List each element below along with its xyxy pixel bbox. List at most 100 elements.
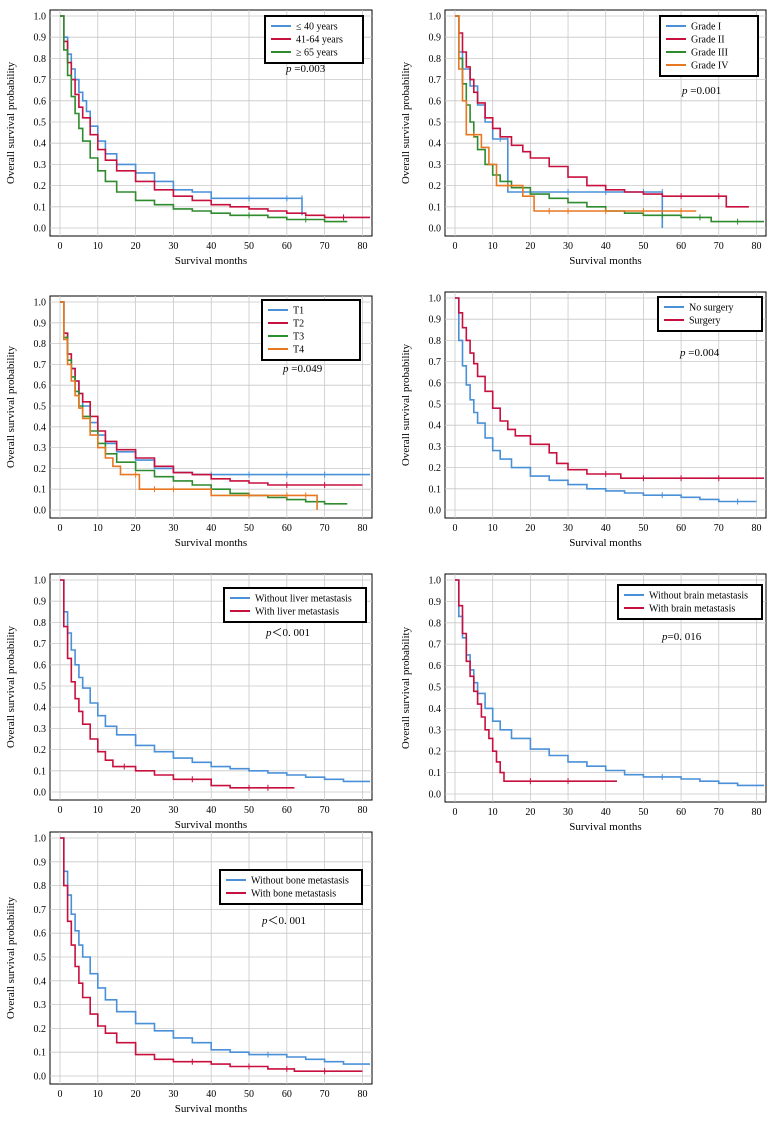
x-tick-label: 30 bbox=[563, 241, 573, 252]
y-tick-label: 0.9 bbox=[429, 315, 442, 326]
x-tick-label: 20 bbox=[131, 523, 141, 534]
y-tick-label: 0.4 bbox=[34, 422, 47, 433]
y-tick-label: 0.5 bbox=[34, 682, 47, 693]
x-tick-label: 30 bbox=[563, 523, 573, 534]
y-tick-label: 0.3 bbox=[429, 160, 442, 171]
x-tick-label: 50 bbox=[638, 807, 648, 818]
legend-box bbox=[657, 296, 763, 332]
y-axis-title: Overall survival probability bbox=[400, 61, 412, 184]
y-tick-label: 0.5 bbox=[429, 400, 442, 411]
x-tick-label: 10 bbox=[93, 523, 103, 534]
x-tick-label: 50 bbox=[638, 241, 648, 252]
y-tick-label: 0.4 bbox=[429, 421, 442, 432]
y-tick-label: 1.0 bbox=[34, 12, 47, 23]
y-tick-label: 0.4 bbox=[429, 704, 442, 715]
y-tick-label: 0.8 bbox=[429, 336, 442, 347]
legend-label: 41-64 years bbox=[296, 35, 343, 46]
km-curve-2 bbox=[60, 837, 363, 1072]
x-tick-label: 50 bbox=[244, 805, 254, 816]
y-tick-label: 1.0 bbox=[429, 294, 442, 305]
y-tick-label: 1.0 bbox=[34, 834, 47, 845]
y-tick-label: 0.1 bbox=[429, 484, 442, 495]
x-tick-label: 60 bbox=[282, 523, 292, 534]
y-tick-label: 0.1 bbox=[429, 768, 442, 779]
x-tick-label: 80 bbox=[357, 1089, 367, 1100]
legend-label: Grade I bbox=[691, 22, 721, 33]
y-tick-label: 0.7 bbox=[34, 75, 47, 86]
legend-label: Grade II bbox=[691, 35, 725, 46]
x-tick-label: 80 bbox=[357, 523, 367, 534]
y-tick-label: 1.0 bbox=[34, 298, 47, 309]
y-tick-label: 0.5 bbox=[34, 118, 47, 129]
y-tick-label: 0.0 bbox=[34, 1072, 47, 1083]
x-axis-title: Survival months bbox=[569, 821, 641, 833]
x-tick-label: 70 bbox=[320, 241, 330, 252]
legend-label: With brain metastasis bbox=[649, 604, 735, 615]
x-tick-label: 30 bbox=[168, 241, 178, 252]
y-tick-label: 0.2 bbox=[34, 745, 47, 756]
x-axis-title: Survival months bbox=[175, 537, 247, 549]
x-tick-label: 80 bbox=[751, 523, 761, 534]
legend-label: ≥ 65 years bbox=[296, 48, 338, 59]
y-tick-label: 0.9 bbox=[34, 318, 47, 329]
y-tick-label: 0.8 bbox=[34, 618, 47, 629]
y-axis-title: Overall survival probability bbox=[400, 626, 412, 749]
y-tick-label: 0.9 bbox=[34, 857, 47, 868]
x-tick-label: 50 bbox=[244, 523, 254, 534]
y-tick-label: 0.0 bbox=[429, 790, 442, 801]
y-tick-label: 0.7 bbox=[34, 360, 47, 371]
x-tick-label: 70 bbox=[714, 241, 724, 252]
y-tick-label: 0.3 bbox=[429, 442, 442, 453]
y-tick-label: 0.2 bbox=[34, 464, 47, 475]
km-curve-1 bbox=[455, 297, 757, 503]
legend-label: T3 bbox=[293, 332, 304, 343]
chart-brain-metastasis: 0 10 20 30 40 50 60 70 80 0.0 0.1 0.2 0.3 0.4 0.5 0.6 0.… bbox=[400, 573, 767, 833]
x-tick-label: 80 bbox=[751, 241, 761, 252]
y-tick-label: 0.9 bbox=[34, 597, 47, 608]
y-tick-label: 0.0 bbox=[34, 788, 47, 799]
y-tick-label: 0.3 bbox=[34, 1000, 47, 1011]
p-value-annotation: p=0. 016 bbox=[661, 631, 702, 643]
y-tick-label: 0.1 bbox=[34, 202, 47, 213]
x-tick-label: 40 bbox=[206, 805, 216, 816]
x-tick-label: 80 bbox=[357, 241, 367, 252]
y-tick-label: 0.2 bbox=[34, 1024, 47, 1035]
km-curve-1 bbox=[60, 837, 370, 1065]
p-value-annotation: p =0.049 bbox=[282, 363, 323, 375]
y-tick-label: 0.8 bbox=[429, 618, 442, 629]
legend-label: Grade III bbox=[691, 48, 728, 59]
y-tick-label: 0.8 bbox=[429, 54, 442, 65]
y-tick-label: 0.3 bbox=[429, 725, 442, 736]
x-tick-label: 20 bbox=[131, 805, 141, 816]
x-tick-label: 70 bbox=[320, 1089, 330, 1100]
km-curve-2 bbox=[455, 15, 749, 208]
x-axis-title: Survival months bbox=[175, 1103, 247, 1115]
x-tick-label: 70 bbox=[714, 523, 724, 534]
y-tick-label: 0.1 bbox=[429, 202, 442, 213]
p-value-annotation: p =0.001 bbox=[681, 85, 721, 97]
y-tick-label: 0.2 bbox=[429, 747, 442, 758]
legend-label: Surgery bbox=[689, 316, 720, 327]
x-tick-label: 0 bbox=[58, 805, 63, 816]
legend-label: No surgery bbox=[689, 303, 734, 314]
p-value-annotation: p =0.004 bbox=[679, 347, 720, 359]
legend-label: Without brain metastasis bbox=[649, 591, 748, 602]
chart-surgery: 0 10 20 30 40 50 60 70 80 0.0 0.1 0.2 0.3 0.4 0.5 0.6 0.… bbox=[400, 291, 767, 549]
y-tick-label: 0.0 bbox=[34, 224, 47, 235]
y-tick-label: 0.9 bbox=[34, 33, 47, 44]
y-tick-label: 1.0 bbox=[429, 576, 442, 587]
x-tick-label: 80 bbox=[357, 805, 367, 816]
y-tick-label: 0.1 bbox=[34, 766, 47, 777]
x-tick-label: 60 bbox=[282, 1089, 292, 1100]
legend-box bbox=[223, 587, 367, 623]
x-tick-label: 10 bbox=[488, 241, 498, 252]
x-tick-label: 70 bbox=[320, 523, 330, 534]
legend-label: Grade IV bbox=[691, 61, 729, 72]
x-tick-label: 30 bbox=[168, 523, 178, 534]
x-tick-label: 20 bbox=[131, 1089, 141, 1100]
legend-box bbox=[617, 584, 763, 620]
x-tick-label: 60 bbox=[282, 241, 292, 252]
chart-t-stage: 0 10 20 30 40 50 60 70 80 0.0 0.1 0.2 0.3 0.4 0.5 0.6 0.… bbox=[5, 295, 373, 549]
x-tick-label: 20 bbox=[525, 523, 535, 534]
x-tick-label: 0 bbox=[453, 241, 458, 252]
